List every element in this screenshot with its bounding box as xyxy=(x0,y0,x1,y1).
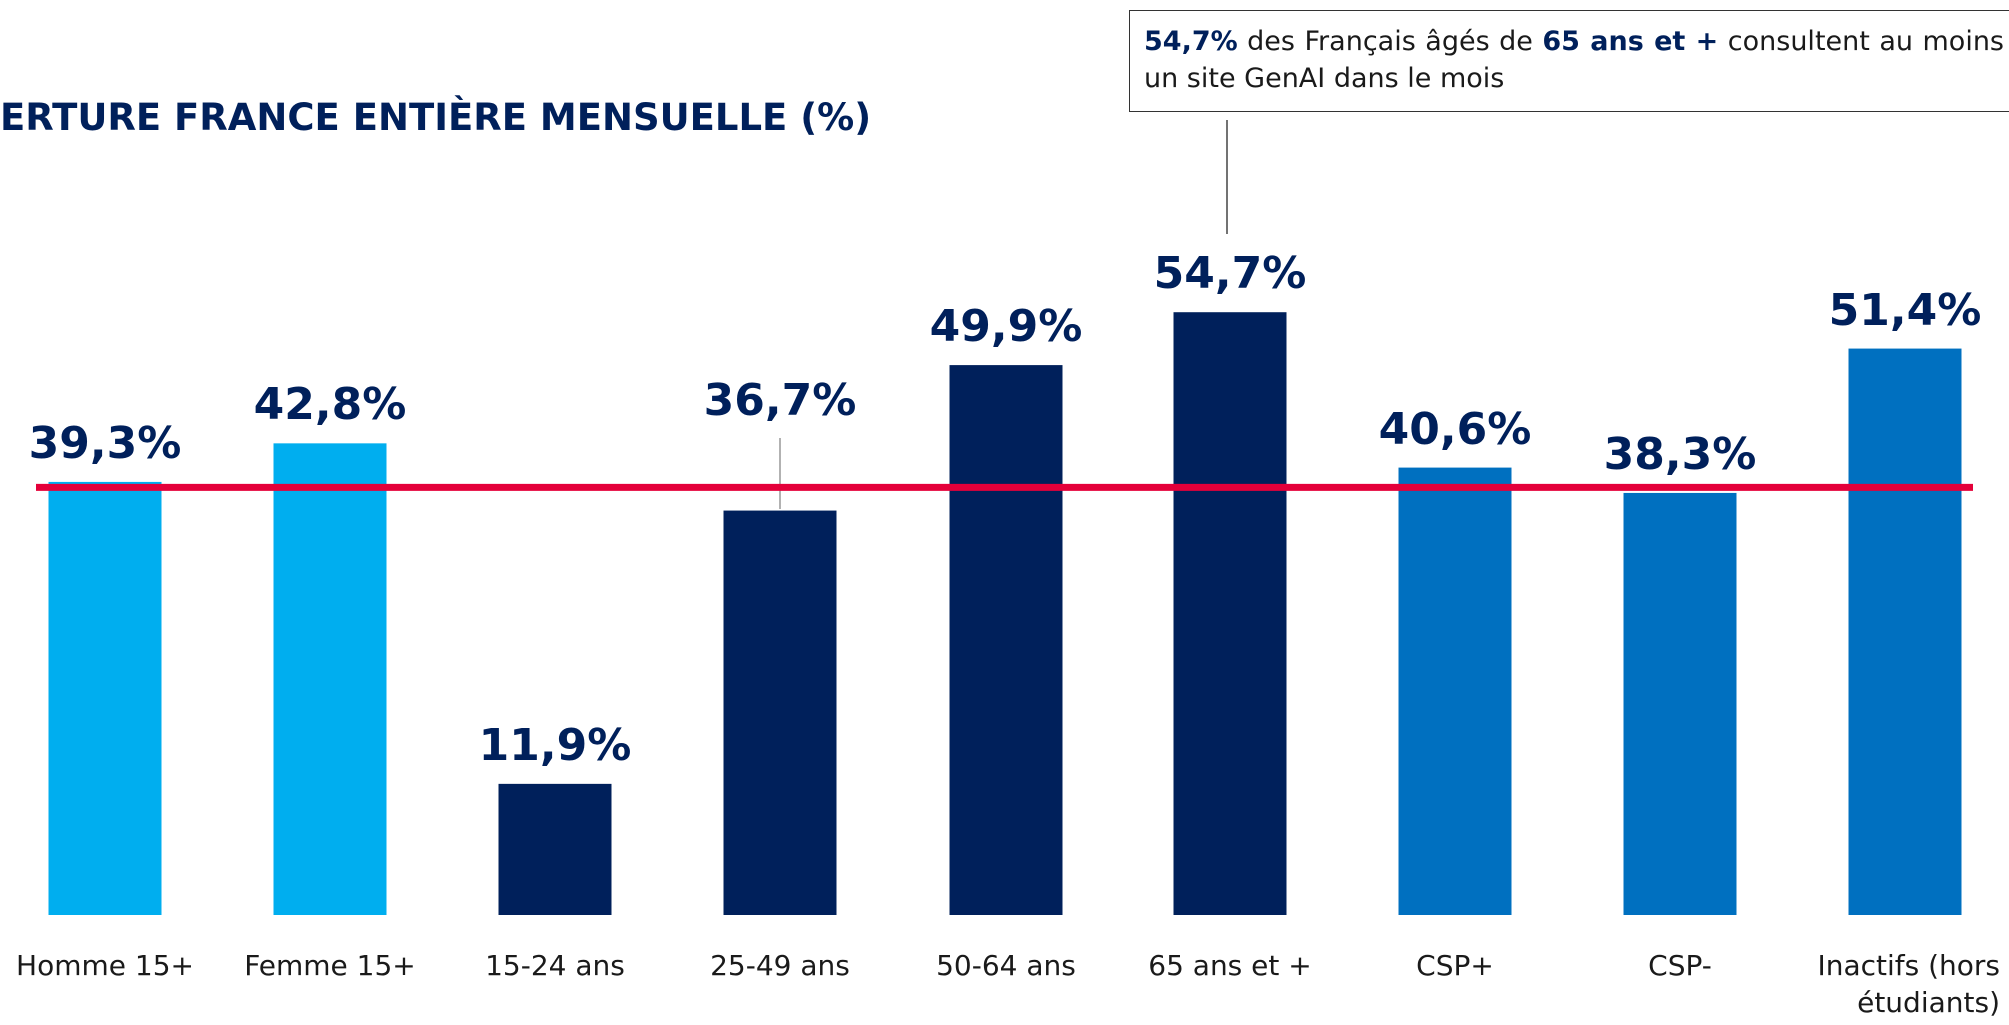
x-tick-label: 15-24 ans xyxy=(485,949,625,982)
value-label: 51,4% xyxy=(1828,284,1982,336)
annotation-text: consultent au moins un site GenAI dans l… xyxy=(1144,26,2004,94)
value-label: 38,3% xyxy=(1603,428,1757,480)
bar xyxy=(48,481,162,915)
x-tick-label: Homme 15+ xyxy=(16,949,194,982)
annotation-text: des Français âgés de xyxy=(1237,26,1543,57)
x-tick-label: Inactifs (hors étudiants) xyxy=(1817,949,2000,1019)
x-tick-label: 50-64 ans xyxy=(936,949,1076,982)
x-tick-label: Femme 15+ xyxy=(244,949,416,982)
value-label: 11,9% xyxy=(478,719,632,771)
annotation: 54,7% des Français âgés de 65 ans et + c… xyxy=(1129,10,2009,112)
value-label: 40,6% xyxy=(1378,403,1532,455)
annotation-text: 65 ans et + xyxy=(1542,26,1719,57)
x-tick-label: CSP+ xyxy=(1416,949,1494,982)
bar xyxy=(273,443,387,915)
value-label: 36,7% xyxy=(703,375,857,426)
bar xyxy=(498,783,612,915)
chart-title: ERTURE FRANCE ENTIÈRE MENSUELLE (%) xyxy=(0,96,872,139)
value-label: 39,3% xyxy=(28,417,182,469)
x-tick-label: 65 ans et + xyxy=(1148,949,1312,982)
value-label: 54,7% xyxy=(1153,248,1307,300)
x-tick-label: 25-49 ans xyxy=(710,949,850,982)
bar xyxy=(1623,492,1737,915)
value-label: 42,8% xyxy=(253,379,407,431)
bar xyxy=(1848,348,1962,915)
bar xyxy=(949,365,1063,915)
bar xyxy=(723,510,837,915)
bar xyxy=(1398,467,1512,915)
bar xyxy=(1173,312,1287,915)
annotation-text: 54,7% xyxy=(1144,26,1238,57)
x-tick-label: CSP- xyxy=(1648,949,1712,982)
value-label: 49,9% xyxy=(929,301,1083,353)
